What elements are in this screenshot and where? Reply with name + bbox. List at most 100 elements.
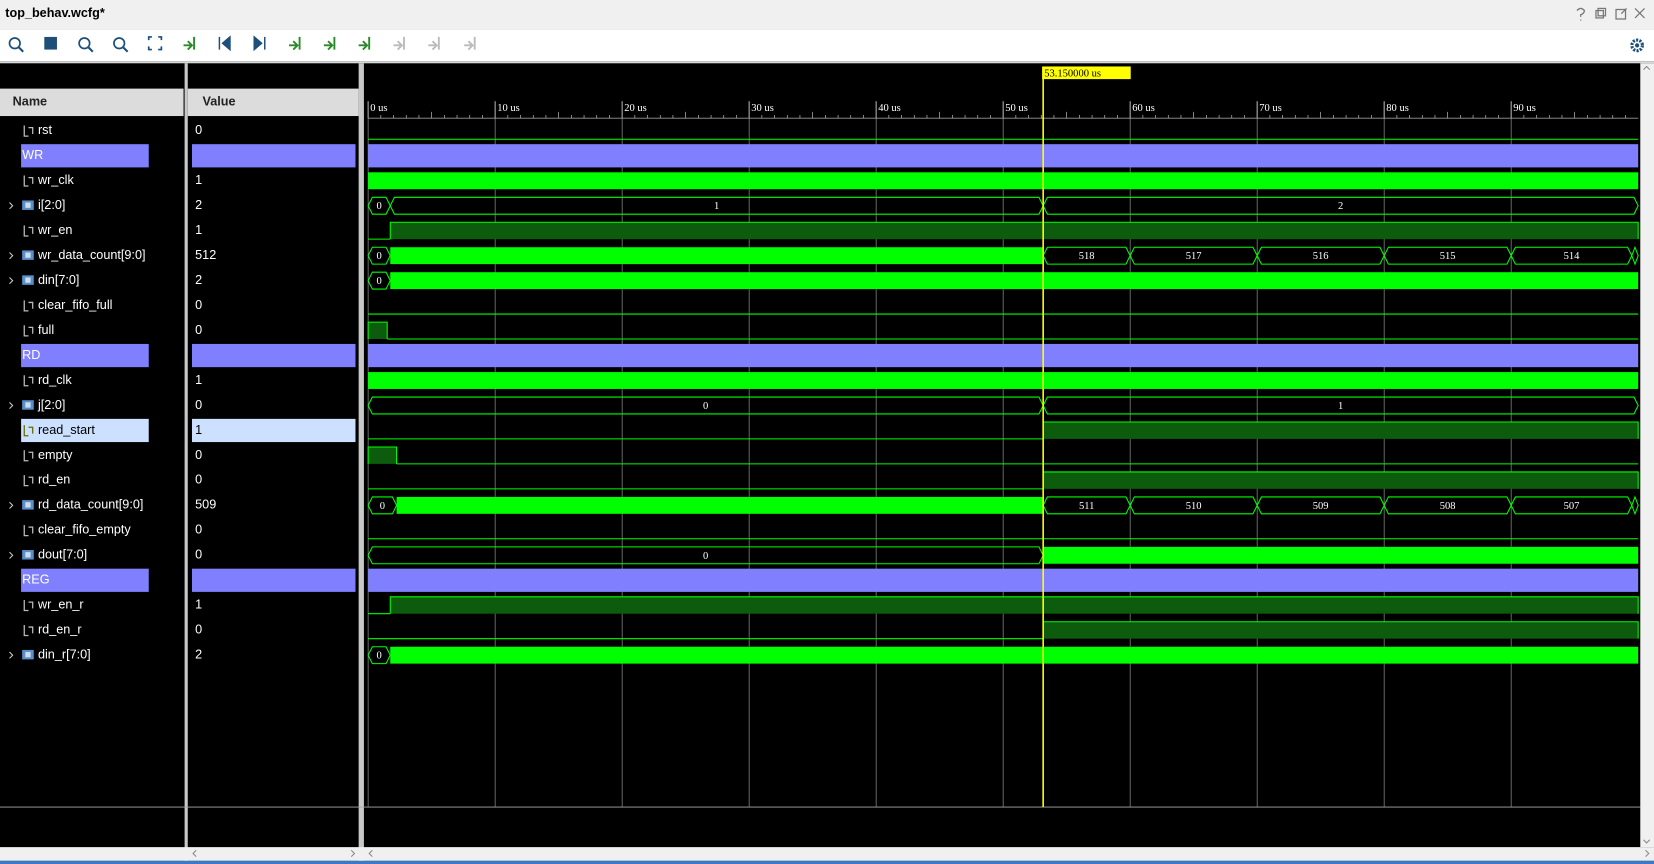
icon: [8, 37, 21, 50]
signal-row[interactable]: WR: [21, 144, 1639, 168]
expand-arrow[interactable]: [9, 501, 14, 509]
signal-row[interactable]: rd_data_count[9:0] 509 0 511 510 509 508 507: [9, 495, 1639, 516]
tool-button[interactable]: [253, 35, 266, 52]
selected-value-bg: [191, 418, 356, 443]
window-title: top_behav.wcfg*: [5, 6, 105, 20]
signal-rows: rst 0 WR wr_clk 1 i[2:0] 2 0 1 2 wr_en 1 wr_data_cou…: [9, 123, 1639, 665]
group-value-bg: [191, 343, 356, 368]
signal-row[interactable]: read_start 1: [21, 418, 1639, 443]
expand-arrow[interactable]: [9, 401, 14, 410]
signal-value: 1: [195, 173, 202, 187]
icon: [393, 36, 405, 51]
expand-arrow[interactable]: [9, 651, 14, 659]
tool-button[interactable]: [113, 37, 129, 53]
group-name-bg: [21, 144, 149, 168]
signal-value: 1: [195, 373, 202, 387]
icon: [289, 36, 301, 51]
toolbar-icons: [8, 35, 1644, 53]
waveform: [368, 372, 1639, 389]
signal-row[interactable]: rst 0: [23, 123, 1639, 140]
bus-icon: [25, 202, 31, 208]
tool-button[interactable]: [464, 36, 476, 51]
bit-icon: [23, 624, 34, 637]
tool-button[interactable]: [393, 36, 405, 51]
icon: [428, 36, 440, 51]
window-buttons[interactable]: [1576, 7, 1645, 21]
bus-value: 0: [377, 201, 382, 212]
group-value-bg: [191, 568, 356, 592]
bit-icon: [23, 450, 34, 462]
signal-row[interactable]: wr_clk 1: [23, 172, 1639, 190]
icon: [18, 46, 24, 53]
signal-name: rd_data_count[9:0]: [38, 498, 143, 512]
h-scrollbar[interactable]: [0, 847, 1654, 861]
settings-button[interactable]: [1630, 38, 1644, 53]
bus-value: 511: [1079, 501, 1094, 512]
tool-button[interactable]: [8, 37, 24, 53]
signal-row[interactable]: empty 0: [23, 446, 1639, 465]
waveform: [367, 321, 1639, 340]
icon: [147, 36, 163, 51]
signal-value: 512: [195, 248, 216, 262]
bit-icon: [23, 425, 34, 437]
cursor-label: 53.150000 us: [1044, 68, 1101, 79]
tool-button[interactable]: [44, 36, 57, 50]
status-border: [0, 860, 1654, 864]
signal-row[interactable]: rd_en_r 0: [23, 621, 1639, 640]
bus-value: 1: [1338, 401, 1343, 412]
waveform: [367, 446, 1639, 465]
bus-value: 509: [1313, 501, 1329, 512]
scroll-arrows[interactable]: [192, 65, 1651, 857]
signal-row[interactable]: wr_en_r 1: [23, 596, 1639, 615]
wave-dense: [396, 496, 1044, 514]
signal-value: 1: [195, 223, 202, 237]
tool-button[interactable]: [289, 36, 301, 51]
tool-button[interactable]: [323, 36, 336, 51]
signal-name: empty: [38, 448, 73, 462]
tool-button[interactable]: [78, 37, 94, 53]
signal-value: 0: [195, 523, 202, 537]
signal-row[interactable]: REG: [21, 568, 1639, 592]
tool-button[interactable]: [218, 35, 231, 52]
tool-button[interactable]: [183, 36, 196, 51]
signal-row[interactable]: i[2:0] 2 0 1 2: [9, 196, 1639, 215]
signal-row[interactable]: din_r[7:0] 2 0: [9, 646, 1639, 665]
bus-value: 0: [377, 251, 382, 262]
tool-button[interactable]: [147, 36, 163, 51]
signal-row[interactable]: wr_data_count[9:0] 512 0 518 517 516 515 514: [9, 245, 1639, 266]
signal-name: rd_en: [38, 473, 70, 487]
bus-value: 2: [1338, 201, 1343, 212]
name-header-label: Name: [13, 95, 47, 109]
signal-name: din_r[7:0]: [38, 648, 91, 662]
tool-button[interactable]: [428, 36, 440, 51]
expand-arrow[interactable]: [9, 202, 14, 210]
signal-row[interactable]: wr_en 1: [23, 221, 1639, 240]
bus-icon: [25, 402, 31, 408]
wave-dense: [368, 372, 1639, 389]
signal-row[interactable]: clear_fifo_full 0: [23, 298, 1639, 315]
selected-name-bg: [21, 418, 149, 443]
signal-row[interactable]: rd_en 0: [23, 471, 1639, 490]
bus-value: 0: [380, 501, 385, 512]
tool-button[interactable]: [358, 36, 371, 51]
waveform: 0 518 517 516 515 514: [367, 245, 1639, 266]
expand-arrow[interactable]: [9, 277, 14, 285]
title-bar: [0, 0, 1654, 30]
expand-arrow[interactable]: [9, 252, 14, 260]
signal-row[interactable]: rd_clk 1: [23, 372, 1639, 389]
name-header: [0, 88, 184, 117]
signal-name: wr_en_r: [37, 598, 84, 612]
expand-arrow[interactable]: [9, 551, 14, 559]
signal-name: wr_clk: [37, 173, 74, 187]
signal-row[interactable]: dout[7:0] 0 0: [9, 546, 1639, 565]
v-scrollbar[interactable]: [1640, 63, 1654, 848]
signal-row[interactable]: j[2:0] 0 0 1: [9, 396, 1639, 415]
signal-row[interactable]: RD: [21, 343, 1639, 368]
signal-row[interactable]: din[7:0] 2 0: [9, 271, 1639, 290]
signal-row[interactable]: full 0: [23, 321, 1639, 340]
icon: [183, 36, 196, 51]
signal-row[interactable]: clear_fifo_empty 0: [23, 523, 1639, 540]
bus-value: 514: [1564, 251, 1581, 262]
